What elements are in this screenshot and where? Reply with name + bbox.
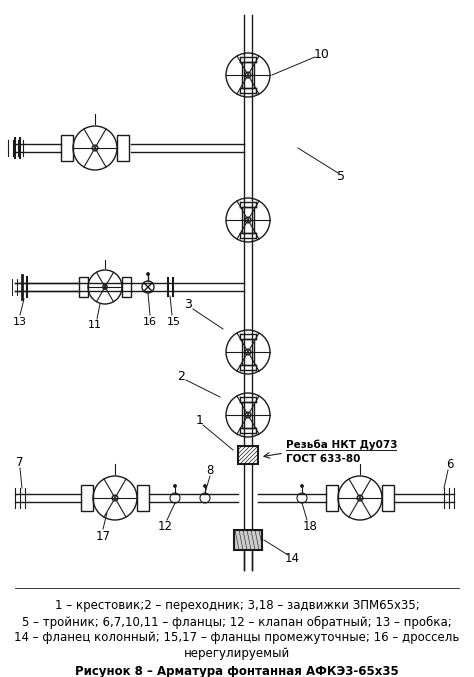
Bar <box>242 339 254 365</box>
Bar <box>326 485 338 511</box>
Bar <box>242 207 254 233</box>
Text: 1: 1 <box>196 414 204 427</box>
Bar <box>238 446 258 464</box>
Text: 11: 11 <box>88 320 102 330</box>
Text: 14: 14 <box>284 552 300 565</box>
Text: 2: 2 <box>177 370 185 383</box>
Text: Рисунок 8 – Арматура фонтанная АФКЭ3-65х35: Рисунок 8 – Арматура фонтанная АФКЭ3-65х… <box>75 665 399 677</box>
Text: 12: 12 <box>157 519 173 533</box>
Bar <box>382 485 394 511</box>
Bar <box>81 485 93 511</box>
Circle shape <box>174 485 176 487</box>
Bar <box>242 402 254 428</box>
Text: 10: 10 <box>314 49 330 62</box>
Circle shape <box>204 485 206 487</box>
Text: 5 – тройник; 6,7,10,11 – фланцы; 12 – клапан обратный; 13 – пробка;: 5 – тройник; 6,7,10,11 – фланцы; 12 – кл… <box>22 615 452 628</box>
Text: Резьба НКТ Ду073: Резьба НКТ Ду073 <box>286 440 398 450</box>
Text: 16: 16 <box>143 317 157 327</box>
Bar <box>117 135 129 161</box>
Text: 14 – фланец колонный; 15,17 – фланцы промежуточные; 16 – дроссель: 14 – фланец колонный; 15,17 – фланцы про… <box>14 632 460 645</box>
Text: нерегулируемый: нерегулируемый <box>184 647 290 659</box>
Bar <box>137 485 149 511</box>
Text: 6: 6 <box>446 458 454 471</box>
Text: 5: 5 <box>337 169 345 183</box>
Text: 7: 7 <box>16 456 24 468</box>
Bar <box>122 277 131 297</box>
Circle shape <box>147 273 149 275</box>
Bar <box>234 530 262 550</box>
Text: 17: 17 <box>95 529 110 542</box>
Circle shape <box>301 485 303 487</box>
Text: 8: 8 <box>206 464 214 477</box>
Text: 1 – крестовик;2 – переходник; 3,18 – задвижки ЗПМ65х35;: 1 – крестовик;2 – переходник; 3,18 – зад… <box>55 600 419 613</box>
Bar <box>79 277 88 297</box>
Text: 18: 18 <box>302 519 318 533</box>
Text: 3: 3 <box>184 299 192 311</box>
Text: 13: 13 <box>13 317 27 327</box>
Bar <box>61 135 73 161</box>
Bar <box>242 62 254 88</box>
Text: 15: 15 <box>167 317 181 327</box>
Text: ГОСТ 633-80: ГОСТ 633-80 <box>286 454 360 464</box>
